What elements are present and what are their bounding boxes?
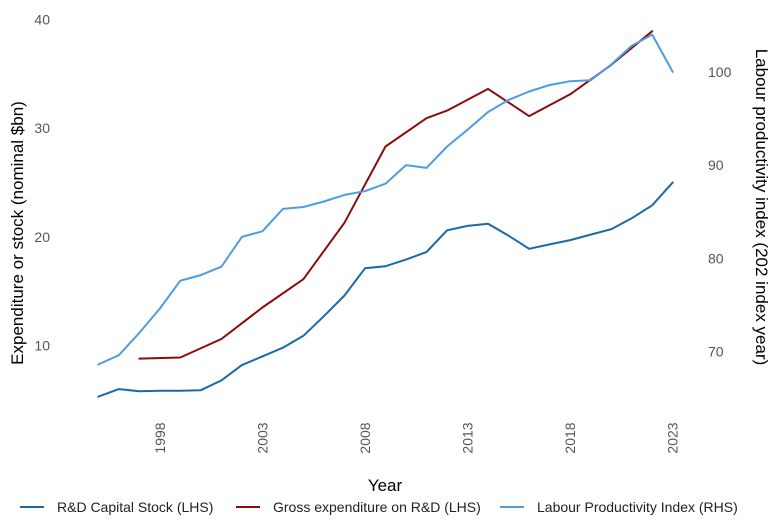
legend-label: Gross expenditure on R&D (LHS) — [273, 499, 481, 515]
x-tick-label: 1998 — [152, 422, 168, 453]
legend-label: R&D Capital Stock (LHS) — [57, 499, 213, 515]
y-axis-right-title: Labour productivity index (202 index yea… — [752, 49, 771, 366]
x-tick-label: 2013 — [460, 422, 476, 453]
series-line-r-d-capital-stock-lhs — [97, 181, 674, 398]
x-tick-label: 2003 — [254, 422, 270, 453]
legend-item-gross-expenditure-on-r-d-lhs: Gross expenditure on R&D (LHS) — [236, 499, 481, 515]
y-left-tick-label: 30 — [34, 120, 50, 136]
y-right-tick-label: 90 — [708, 157, 724, 173]
legend-item-labour-productivity-index-rhs: Labour Productivity Index (RHS) — [500, 499, 738, 515]
tick-labels: 1998 2003 2008 2013 2018 2023 10 20 30 40 70 80 90 10… — [34, 11, 731, 453]
series-lines — [97, 30, 674, 398]
y-left-tick-label: 40 — [34, 11, 50, 27]
y-left-tick-label: 20 — [34, 229, 50, 245]
y-axis-left-title: Expenditure or stock (nominal $bn) — [8, 101, 27, 365]
x-tick-label: 2023 — [665, 422, 681, 453]
x-tick-label: 2008 — [357, 422, 373, 453]
legend: R&D Capital Stock (LHS) Gross expenditure… — [20, 499, 738, 515]
x-tick-label: 2018 — [562, 422, 578, 453]
y-right-tick-label: 70 — [708, 343, 724, 359]
series-line-gross-expenditure-on-r-d-lhs — [138, 30, 654, 360]
y-right-tick-label: 100 — [708, 64, 732, 80]
series-line-labour-productivity-index-rhs — [97, 33, 674, 366]
y-left-tick-label: 10 — [34, 338, 50, 354]
x-axis-title: Year — [368, 476, 403, 495]
legend-item-r-d-capital-stock-lhs: R&D Capital Stock (LHS) — [20, 499, 213, 515]
y-right-tick-label: 80 — [708, 250, 724, 266]
legend-label: Labour Productivity Index (RHS) — [537, 499, 738, 515]
